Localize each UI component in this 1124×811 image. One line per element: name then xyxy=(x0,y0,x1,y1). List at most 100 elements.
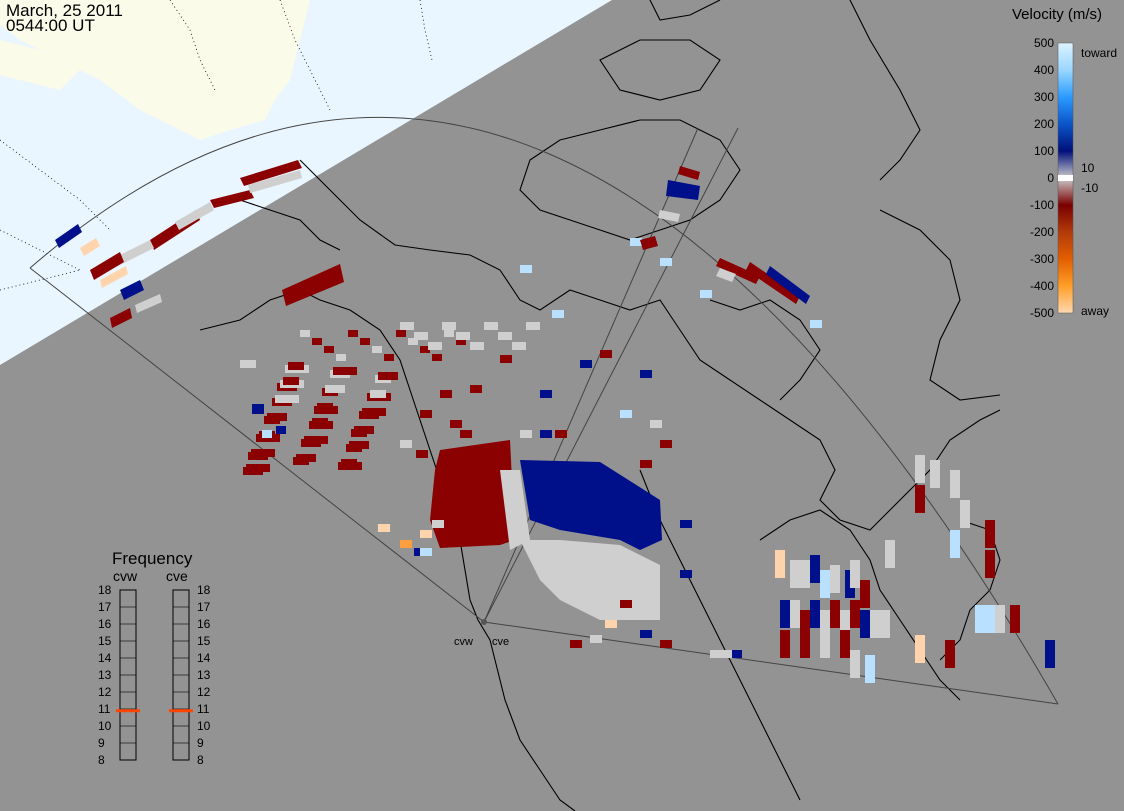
scatter-cell-82 xyxy=(520,460,662,550)
land-sunlit-2 xyxy=(0,40,80,90)
scatter-cell-171 xyxy=(975,605,985,633)
scatter-cell-105 xyxy=(660,640,672,648)
scatter-cell-79 xyxy=(512,342,526,350)
scatter-cell-159 xyxy=(850,650,860,678)
scatter-cell-70 xyxy=(276,426,286,434)
scatter-cell-122 xyxy=(416,450,428,458)
scatter-cell-129 xyxy=(678,166,700,180)
scatter-cell-92 xyxy=(555,430,567,438)
scatter-cell-65 xyxy=(432,354,442,361)
frequency-scale-left-9: 9 xyxy=(98,736,105,750)
frequency-scale-right-3: 15 xyxy=(197,634,211,648)
scatter-cell-153 xyxy=(870,610,880,638)
scatter-cell-77 xyxy=(484,322,498,330)
scatter-cell-4 xyxy=(90,252,124,280)
scatter-cell-173 xyxy=(995,605,1005,633)
colorbar-tick-6: -100 xyxy=(1029,198,1054,212)
scatter-cell-117 xyxy=(500,355,512,363)
scatter-cell-8 xyxy=(120,280,144,300)
velocity-cells xyxy=(55,160,1055,683)
coastline-8 xyxy=(879,209,1001,401)
scatter-cell-134 xyxy=(716,268,736,282)
colorbar-tick-1: 400 xyxy=(1033,63,1054,77)
scatter-cell-165 xyxy=(915,485,925,513)
coastline-9 xyxy=(239,199,341,251)
scatter-cell-154 xyxy=(880,610,890,638)
scatter-cell-156 xyxy=(800,630,810,658)
frequency-scale-right-8: 10 xyxy=(197,719,211,733)
coastline-6 xyxy=(649,0,721,21)
colorbar-title: Velocity (m/s) xyxy=(1012,6,1103,23)
colorbar-tick-7: -200 xyxy=(1029,225,1054,239)
scatter-cell-150 xyxy=(840,610,850,638)
scatter-cell-99 xyxy=(620,410,632,418)
scatter-cell-68 xyxy=(252,404,264,414)
colorbar-tick-2: 300 xyxy=(1033,90,1054,104)
scatter-cell-175 xyxy=(1045,640,1055,668)
coastlines xyxy=(199,0,1001,811)
scatter-cell-169 xyxy=(985,550,995,578)
colorbar-tick-9: -400 xyxy=(1029,279,1054,293)
frequency-scale-left-1: 17 xyxy=(98,600,112,614)
scatter-cell-137 xyxy=(800,560,810,588)
coastline-1 xyxy=(199,289,576,811)
scatter-cell-10 xyxy=(135,294,162,313)
scatter-cell-170 xyxy=(950,530,960,558)
frequency-indicators xyxy=(116,589,193,761)
scatter-cell-138 xyxy=(810,555,820,583)
scatter-cell-1 xyxy=(210,190,254,208)
frequency-scale-right-6: 12 xyxy=(197,685,211,699)
scatter-cell-45 xyxy=(267,413,287,421)
scatter-cell-83 xyxy=(520,540,660,620)
scatter-cell-119 xyxy=(440,390,452,398)
land-sunlit xyxy=(0,0,310,140)
scatter-cell-80 xyxy=(526,322,540,330)
colorbar-away-label: away xyxy=(1081,304,1110,318)
radar-label-cvw: cvw xyxy=(454,636,473,648)
colorbar-tick-8: -300 xyxy=(1029,252,1054,266)
scatter-cell-52 xyxy=(246,464,270,472)
scatter-cell-158 xyxy=(840,630,850,658)
scatter-cell-164 xyxy=(930,460,940,488)
scatter-cell-5 xyxy=(55,224,82,248)
scatter-cell-46 xyxy=(304,436,328,444)
scatter-cell-107 xyxy=(590,635,602,643)
scatter-cell-98 xyxy=(660,440,672,448)
scatter-cell-160 xyxy=(865,655,875,683)
colorbar-toward-label: toward xyxy=(1081,46,1118,60)
scatter-cell-144 xyxy=(780,600,790,628)
scatter-cell-176 xyxy=(885,540,895,568)
scatter-cell-127 xyxy=(640,236,658,250)
scatter-cell-88 xyxy=(378,524,390,532)
fov-west-edge xyxy=(29,267,485,623)
scatter-cell-174 xyxy=(1010,605,1020,633)
scatter-cell-155 xyxy=(780,630,790,658)
scatter-cell-146 xyxy=(800,610,810,638)
scatter-cell-115 xyxy=(700,290,712,298)
frequency-scale-right-9: 9 xyxy=(197,736,204,750)
scatter-cell-62 xyxy=(396,330,406,337)
scatter-cell-42 xyxy=(296,454,316,462)
scatter-cell-56 xyxy=(324,346,334,353)
scatter-cell-168 xyxy=(985,520,995,548)
radar-site-marker xyxy=(481,619,487,625)
scatter-cell-38 xyxy=(288,362,304,370)
scatter-cell-109 xyxy=(730,650,742,658)
scatter-cell-40 xyxy=(362,408,386,416)
coastline-0 xyxy=(299,159,1001,531)
velocity-colorbar xyxy=(1057,42,1074,314)
scatter-cell-94 xyxy=(600,350,612,358)
scatter-cell-55 xyxy=(312,338,322,345)
frequency-scale-left-2: 16 xyxy=(98,617,112,631)
scatter-cell-49 xyxy=(275,395,299,403)
scatter-cell-73 xyxy=(428,342,442,350)
scatter-cell-37 xyxy=(251,449,275,457)
frequency-scale-right-2: 16 xyxy=(197,617,211,631)
scatter-cell-63 xyxy=(408,338,418,345)
scatter-cell-7 xyxy=(100,266,128,288)
scatter-cell-39 xyxy=(325,385,345,393)
scatter-cell-47 xyxy=(341,459,357,467)
scatter-cell-76 xyxy=(470,342,484,350)
